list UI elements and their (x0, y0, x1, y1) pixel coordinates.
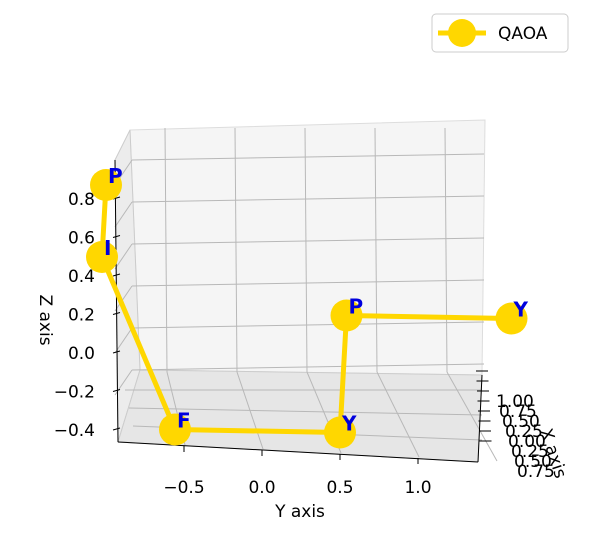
data-point-label: Y (513, 298, 529, 322)
grid-line-back-z (131, 363, 485, 371)
series-qaoa: P I F Y P Y (86, 164, 529, 449)
grid-line-back-z (131, 195, 485, 203)
legend-marker-swatch (448, 19, 476, 47)
data-point-label: P (349, 295, 364, 319)
grid-line-left-z (114, 201, 133, 228)
grid-line-back-z (131, 153, 485, 161)
z-tick-label: 0.4 (68, 267, 95, 287)
grid-lines (114, 127, 498, 462)
grid-line-back-y (164, 127, 168, 373)
grid-line-floor-x (128, 407, 483, 416)
data-point-marker (324, 416, 356, 449)
y-tick-label: 1.0 (404, 478, 431, 498)
z-tick-mark (112, 389, 121, 392)
x-tick-labels: 1.000.750.500.250.000.250.500.75 (476, 370, 555, 482)
z-tick-label: 0.0 (68, 344, 95, 364)
grid-line-back-y (374, 127, 378, 373)
data-point-label: I (104, 236, 111, 260)
grid-line-back-y (444, 127, 448, 373)
grid-line-back-y (304, 127, 308, 373)
z-tick-label: −0.2 (54, 383, 95, 403)
grid-line-left-z (114, 327, 133, 354)
grid-line-left-z (114, 243, 133, 270)
data-point-marker (159, 413, 191, 446)
z-tick-mark (112, 350, 121, 354)
z-tick-label: 0.8 (68, 190, 95, 210)
data-point-marker (90, 169, 122, 201)
x-tick-label: 0.50 (514, 452, 552, 472)
z-axis-line (114, 159, 119, 443)
data-point-marker (495, 302, 528, 335)
z-tick-label: −0.4 (54, 421, 95, 441)
grid-line-back-z (131, 321, 485, 329)
legend-label-qaoa: QAOA (498, 24, 548, 44)
z-tick-label: 0.6 (68, 229, 95, 249)
z-tick-mark (112, 273, 121, 277)
data-point-marker (86, 241, 118, 273)
data-point-label: Y (341, 412, 357, 436)
y-axis-label: Y axis (274, 502, 325, 522)
x-tick-label: 0.00 (508, 432, 546, 452)
grid-line-floor-y (376, 371, 420, 458)
z-tick-mark (112, 312, 121, 315)
data-point-label: P (108, 164, 123, 188)
data-point-marker (330, 299, 363, 332)
z-tick-label: 0.2 (68, 306, 95, 326)
y-tick-labels: −0.5 0.0 0.5 1.0 (163, 446, 432, 498)
z-tick-labels: 0.8 0.6 0.4 0.2 0.0 −0.2 −0.4 (54, 190, 121, 441)
x-tick-label: 0.25 (511, 442, 549, 462)
x-tick-label: 0.75 (499, 402, 537, 422)
data-point-label: F (177, 409, 191, 433)
grid-line-back-z (131, 279, 485, 287)
y-tick-label: −0.5 (163, 478, 204, 498)
grid-line-floor-y (446, 371, 498, 462)
x-tick-label: 0.75 (517, 462, 555, 482)
legend: QAOA (431, 13, 569, 53)
x-axis-line (477, 374, 483, 463)
x-tick-label: 0.25 (505, 422, 543, 442)
back-pane (129, 119, 486, 376)
y-tick-label: 0.5 (326, 478, 353, 498)
grid-line-back-y (234, 127, 238, 373)
z-tick-mark (112, 235, 121, 238)
grid-line-back-z (131, 237, 485, 245)
grid-line-left-z (114, 285, 133, 312)
z-axis-label: Z axis (35, 294, 55, 345)
x-tick-label: 0.50 (502, 412, 540, 432)
y-tick-label: 0.0 (248, 478, 275, 498)
z-tick-mark (112, 427, 121, 431)
x-tick-label: 1.00 (496, 392, 534, 412)
